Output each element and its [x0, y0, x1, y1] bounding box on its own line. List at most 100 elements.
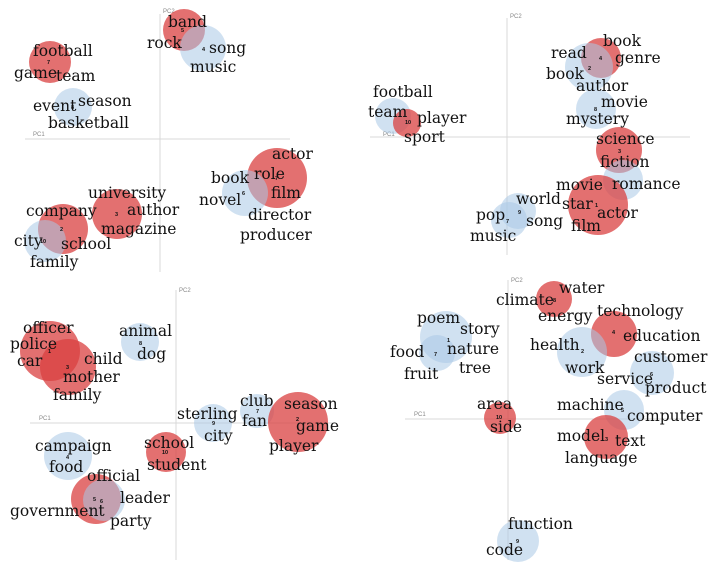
topic-word: food [49, 458, 83, 476]
topic-word: star [562, 195, 593, 213]
topic-bubble [40, 339, 96, 395]
topic-word: fruit [404, 365, 439, 383]
topic-word: book [211, 169, 250, 187]
panel-2: PC2 PC1 4 2 8 10 3 1 9 7 book genre read… [368, 14, 690, 255]
topic-word: player [269, 437, 319, 455]
topic-id: 9 [212, 421, 215, 427]
topic-bubble [180, 25, 226, 71]
topic-word: role [254, 165, 285, 183]
topic-bubble [222, 170, 268, 216]
topic-word: team [56, 67, 96, 85]
topic-bubble [630, 351, 674, 395]
topic-word: player [417, 109, 467, 127]
topic-word: company [26, 202, 97, 220]
topic-word: season [78, 92, 132, 110]
topic-word: city [14, 232, 43, 250]
topic-word: energy [538, 307, 593, 325]
topic-id: 10 [496, 415, 502, 421]
topic-bubble [584, 415, 628, 459]
topic-bubble [491, 202, 527, 238]
topic-word: tree [459, 359, 491, 377]
topic-word: food [390, 343, 424, 361]
topic-word: family [53, 386, 102, 404]
topic-id: 4 [599, 56, 603, 62]
topic-word: school [61, 235, 111, 253]
topic-word: work [565, 359, 605, 377]
topic-bubble [497, 520, 539, 562]
topic-word: producer [240, 226, 312, 244]
topic-word: child [84, 350, 123, 368]
topic-word: machine [557, 396, 624, 414]
topic-id: 7 [506, 219, 509, 225]
topic-id: 8 [71, 105, 74, 111]
topic-word: officer [23, 319, 74, 337]
topic-word: party [110, 512, 152, 530]
topic-word: text [615, 432, 646, 450]
topic-word: water [559, 279, 605, 297]
topic-id: 3 [618, 149, 621, 155]
topic-word: film [571, 217, 601, 235]
topic-word: health [530, 336, 580, 354]
topic-id: 7 [275, 176, 278, 182]
topic-id: 10 [40, 239, 46, 245]
topic-bubble [576, 89, 616, 129]
topic-word: football [373, 83, 433, 101]
topic-word: language [565, 449, 637, 467]
topic-word: fiction [600, 153, 650, 171]
panel-2-pc1-label: PC1 [383, 132, 395, 138]
topic-word: technology [597, 302, 684, 320]
topic-word: leader [120, 489, 170, 507]
topic-id: 8 [139, 341, 142, 347]
topic-bubble [557, 327, 607, 377]
topic-word: fan [242, 412, 267, 430]
topic-word: area [477, 395, 512, 413]
topic-bubble [121, 323, 159, 361]
topic-word: movie [601, 93, 648, 111]
topic-word: animal [119, 322, 172, 340]
topic-id: 2 [588, 66, 591, 72]
topic-bubble [568, 175, 628, 235]
topic-word: poem [417, 309, 460, 327]
topic-word: author [127, 201, 180, 219]
topic-word: film [271, 184, 301, 202]
topic-id: 3 [605, 437, 608, 443]
topic-word: service [597, 370, 653, 388]
topic-word: movie [556, 176, 603, 194]
topic-id: 10 [162, 450, 168, 456]
panel-4: PC2 PC1 8 4 1 7 2 6 5 10 3 9 climate wat… [390, 278, 708, 562]
topic-id: 5 [181, 28, 184, 34]
topic-word: book [546, 65, 585, 83]
topic-word: actor [272, 145, 313, 163]
panel-1-pc2-label: PC2 [163, 9, 175, 15]
topic-word: school [144, 434, 194, 452]
topic-word: side [490, 418, 522, 436]
topic-bubble [44, 432, 92, 480]
topic-word: customer [634, 348, 708, 366]
topic-word: pop [476, 206, 505, 224]
topic-word: official [87, 467, 140, 485]
topic-word: club [240, 392, 274, 410]
topic-word: city [204, 427, 233, 445]
topic-id: 7 [434, 352, 437, 358]
topic-word: computer [627, 407, 703, 425]
topic-id: 4 [66, 455, 70, 461]
topic-word: romance [612, 175, 681, 193]
topic-word: book [603, 32, 642, 50]
topic-id: 7 [47, 60, 50, 66]
topic-id: 9 [518, 210, 521, 216]
topic-word: campaign [35, 437, 112, 455]
topic-id: 9 [516, 539, 519, 545]
topic-id: 1 [48, 349, 51, 355]
topic-word: world [516, 190, 561, 208]
topic-word: game [296, 417, 339, 435]
topic-bubble [565, 43, 613, 91]
topic-word: music [470, 227, 516, 245]
topic-id: 6 [650, 372, 653, 378]
topic-word: climate [496, 291, 554, 309]
topic-word: director [248, 206, 312, 224]
topic-id: 2 [581, 349, 584, 355]
topic-word: police [10, 335, 57, 353]
panel-1-pc1-label: PC1 [33, 132, 45, 138]
topic-word: magazine [101, 220, 176, 238]
